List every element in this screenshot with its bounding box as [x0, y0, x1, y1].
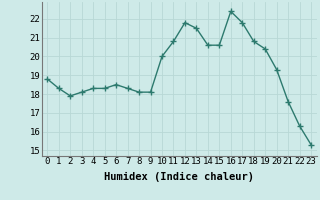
X-axis label: Humidex (Indice chaleur): Humidex (Indice chaleur) [104, 172, 254, 182]
